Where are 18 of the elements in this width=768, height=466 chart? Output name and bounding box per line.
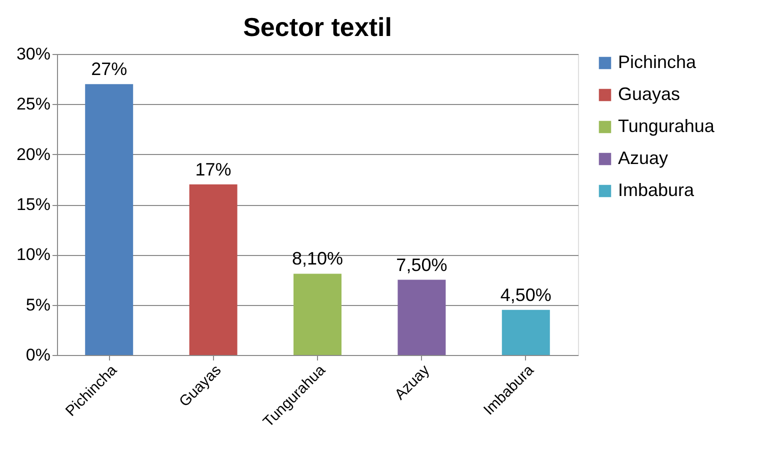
legend-label: Guayas — [618, 84, 680, 104]
y-tick-label: 0% — [26, 346, 50, 364]
y-tick-label: 15% — [16, 195, 50, 214]
y-tick-label: 30% — [16, 44, 50, 64]
data-label: 27% — [91, 59, 128, 80]
data-label: 17% — [195, 159, 232, 180]
legend-label: Imbabura — [618, 180, 696, 200]
y-tick-label: 5% — [26, 295, 50, 314]
data-label: 7,50% — [396, 254, 448, 275]
y-tick-label: 25% — [16, 94, 50, 114]
y-tick-label: 20% — [16, 144, 50, 164]
y-tick-label: 10% — [16, 245, 50, 264]
data-label: 8,10% — [292, 248, 344, 269]
chart-title: Sector textil — [243, 12, 392, 42]
data-label: 4,50% — [500, 284, 552, 305]
legend-label: Tungurahua — [618, 116, 716, 136]
legend-label: Pichincha — [618, 52, 698, 72]
legend-label: Azuay — [618, 148, 668, 168]
